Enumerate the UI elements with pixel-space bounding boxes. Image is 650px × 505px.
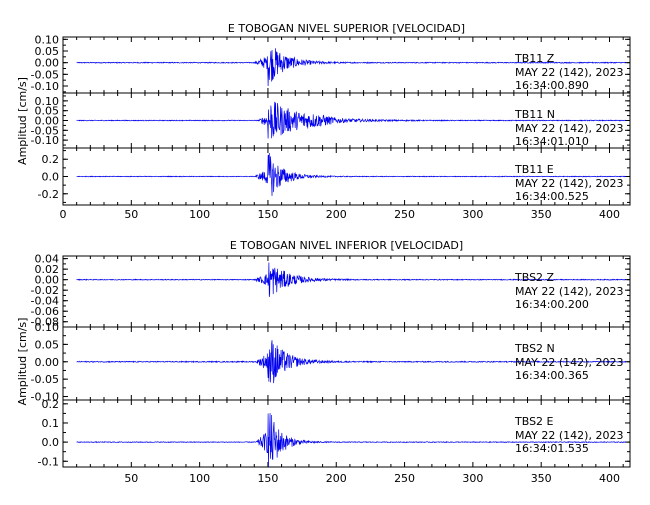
date-label: MAY 22 (142), 2023: [515, 177, 623, 190]
station-label: TB11 N: [514, 108, 555, 121]
station-label: TBS2 Z: [514, 271, 555, 284]
x-tick-label: 200: [326, 472, 347, 485]
chart-title: E TOBOGAN NIVEL SUPERIOR [VELOCIDAD]: [228, 22, 465, 35]
y-tick-label: -0.05: [31, 124, 59, 137]
y-tick-label: 0.2: [42, 153, 60, 166]
y-tick-label: 0.0: [42, 171, 60, 184]
y-tick-label: -0.2: [38, 188, 59, 201]
y-tick-label: 0.10: [35, 95, 60, 108]
x-tick-label: 100: [189, 472, 210, 485]
panel-tbs2-z: 0.040.020.00-0.02-0.04-0.06-0.08 TBS2 ZMA…: [31, 253, 631, 329]
y-tick-label: 0.02: [35, 263, 60, 276]
waveform-trace: [76, 412, 627, 467]
waveform-trace: [76, 262, 626, 298]
y-tick-label: 0.05: [35, 338, 60, 351]
y-tick-label: -0.02: [31, 284, 59, 297]
station-label: TB11 E: [514, 163, 554, 176]
x-tick-label: 50: [124, 472, 138, 485]
y-tick-label: 0.00: [35, 274, 60, 287]
y-tick-label: -0.05: [31, 68, 59, 81]
time-label: 16:34:00.365: [515, 369, 589, 382]
station-label: TBS2 N: [514, 342, 555, 355]
x-tick-label: 250: [394, 472, 415, 485]
y-tick-label: -0.10: [31, 134, 59, 147]
time-label: 16:34:00.525: [515, 190, 589, 203]
y-tick-label: 0.05: [35, 105, 60, 118]
y-tick-label: 0.00: [35, 115, 60, 128]
y-tick-label: -0.04: [31, 295, 59, 308]
time-label: 16:34:01.010: [515, 135, 589, 148]
chart-2: E TOBOGAN NIVEL INFERIOR [VELOCIDAD] Ampl…: [16, 239, 631, 485]
x-tick-label: 100: [189, 208, 210, 221]
waveform-trace: [76, 152, 627, 196]
y-tick-label: 0.2: [42, 398, 60, 411]
y-tick-label: 0.00: [35, 356, 60, 369]
y-tick-label: 0.10: [35, 33, 60, 46]
x-tick-label: 350: [531, 208, 552, 221]
y-tick-label: -0.10: [31, 80, 59, 93]
y-tick-label: -0.10: [31, 391, 59, 404]
date-label: MAY 22 (142), 2023: [515, 356, 623, 369]
x-tick-label: 200: [326, 208, 347, 221]
x-tick-label: 250: [394, 208, 415, 221]
y-tick-label: 0.00: [35, 57, 60, 70]
y-tick-label: 0.04: [35, 253, 60, 266]
y-tick-label: -0.1: [38, 455, 59, 468]
x-tick-label: 400: [599, 208, 620, 221]
time-label: 16:34:01.535: [515, 442, 589, 455]
chart-1: E TOBOGAN NIVEL SUPERIOR [VELOCIDAD] Ampl…: [16, 22, 631, 221]
x-tick-label: 150: [257, 472, 278, 485]
y-tick-label: 0.1: [42, 417, 60, 430]
y-tick-label: -0.06: [31, 305, 59, 318]
x-tick-label: 300: [462, 208, 483, 221]
time-label: 16:34:00.200: [515, 298, 589, 311]
date-label: MAY 22 (142), 2023: [515, 66, 623, 79]
date-label: MAY 22 (142), 2023: [515, 429, 623, 442]
x-tick-label: 150: [257, 208, 278, 221]
chart-title: E TOBOGAN NIVEL INFERIOR [VELOCIDAD]: [230, 239, 463, 252]
waveform-trace: [76, 48, 626, 86]
y-tick-label: -0.08: [31, 316, 59, 329]
x-tick-label: 0: [60, 208, 67, 221]
y-axis-label: Amplitud [cm/s]: [16, 77, 29, 165]
panel-frame: [62, 399, 631, 468]
y-tick-label: 0.0: [42, 436, 60, 449]
date-label: MAY 22 (142), 2023: [515, 285, 623, 298]
x-tick-label: 50: [124, 208, 138, 221]
y-axis-label: Amplitud [cm/s]: [16, 318, 29, 406]
waveform-trace: [76, 101, 626, 139]
date-label: MAY 22 (142), 2023: [515, 122, 623, 135]
x-tick-label: 300: [462, 472, 483, 485]
y-tick-label: 0.05: [35, 45, 60, 58]
x-tick-label: 400: [599, 472, 620, 485]
time-label: 16:34:00.890: [515, 79, 589, 92]
station-label: TB11 Z: [514, 52, 555, 65]
waveform-trace: [76, 340, 627, 384]
y-tick-label: -0.05: [31, 373, 59, 386]
y-tick-label: 0.10: [35, 321, 60, 334]
station-label: TBS2 E: [514, 415, 554, 428]
x-tick-label: 350: [531, 472, 552, 485]
